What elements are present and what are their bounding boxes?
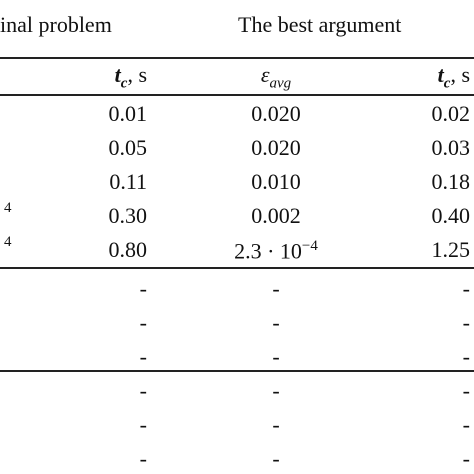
cell: -: [139, 310, 147, 335]
cell: 0.020: [251, 135, 301, 160]
cell: 0.01: [108, 101, 148, 126]
cell: 1.25: [431, 237, 471, 262]
cell: -: [272, 378, 280, 403]
cropped-fragment: 4: [4, 200, 12, 216]
symbol: ε: [260, 62, 270, 87]
column-header: tc, s: [115, 64, 147, 91]
cell: 0.18: [431, 169, 471, 194]
subscript: c: [120, 75, 128, 92]
cell: 0.11: [109, 169, 147, 194]
cell: -: [139, 378, 147, 403]
cell: -: [272, 310, 280, 335]
cell: 2.3 · 10−4: [234, 239, 318, 262]
cell: 0.80: [108, 237, 148, 262]
rule: [0, 370, 474, 372]
unit: , s: [450, 62, 470, 87]
exponent: −4: [301, 238, 318, 254]
cell: -: [272, 344, 280, 369]
cell: -: [272, 446, 280, 471]
cell: -: [462, 412, 470, 437]
column-header: εavg: [261, 64, 291, 91]
cell: -: [462, 378, 470, 403]
cell: -: [139, 276, 147, 301]
cell: 0.02: [431, 101, 471, 126]
cell: -: [462, 310, 470, 335]
base: 2.3 · 10: [234, 238, 302, 264]
cell: -: [462, 446, 470, 471]
cell: -: [462, 344, 470, 369]
subscript: c: [443, 75, 451, 92]
cell: 0.010: [251, 169, 301, 194]
symbol: t: [437, 62, 444, 87]
cell: 0.002: [251, 203, 301, 228]
cell: 0.03: [431, 135, 471, 160]
cell: -: [272, 276, 280, 301]
cell: -: [139, 344, 147, 369]
column-header: tc, s: [438, 64, 470, 91]
cell: 0.020: [251, 101, 301, 126]
cell: -: [462, 276, 470, 301]
unit: , s: [127, 62, 147, 87]
group-header: inal problem: [0, 12, 112, 37]
cell: -: [139, 446, 147, 471]
cell: 0.30: [108, 203, 148, 228]
rule: [0, 57, 474, 59]
group-header: The best argument: [238, 12, 402, 37]
cell: 0.05: [108, 135, 148, 160]
cell: 0.40: [431, 203, 471, 228]
cell: -: [139, 412, 147, 437]
rule: [0, 267, 474, 269]
symbol: t: [114, 62, 121, 87]
cell: -: [272, 412, 280, 437]
cropped-fragment: 4: [4, 234, 12, 250]
rule: [0, 94, 474, 96]
subscript: avg: [269, 75, 292, 92]
